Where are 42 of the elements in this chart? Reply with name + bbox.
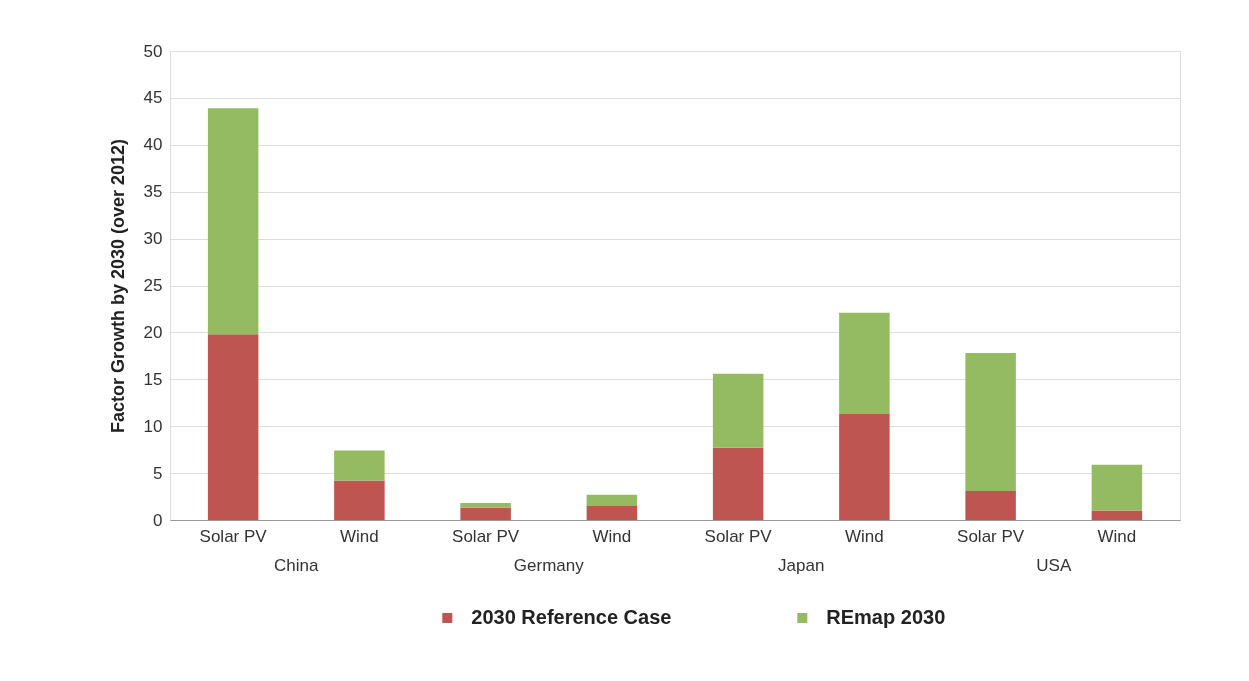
bar bbox=[712, 447, 764, 520]
bar bbox=[712, 373, 764, 448]
y-tick-label: 5 bbox=[153, 463, 163, 483]
y-tick-label: 50 bbox=[143, 41, 163, 61]
x-tick-label: Solar PV bbox=[452, 526, 520, 546]
bar bbox=[1091, 464, 1143, 511]
text: USA bbox=[1036, 556, 1072, 575]
bar bbox=[965, 353, 1016, 491]
text: Germany bbox=[513, 556, 585, 575]
y-tick-label: 20 bbox=[143, 322, 163, 342]
y-tick-label: 40 bbox=[143, 135, 163, 155]
bar bbox=[965, 490, 1016, 520]
y-axis-title: Factor Growth by 2030 (over 2012) bbox=[107, 138, 128, 434]
y-tick-label: 25 bbox=[143, 276, 163, 295]
y-tick-label: 0 bbox=[153, 510, 163, 530]
x-tick-label: Wind bbox=[1097, 526, 1137, 546]
x-tick-label: Solar PV bbox=[199, 526, 268, 546]
text: Japan bbox=[778, 556, 825, 575]
y-tick-label: 10 bbox=[143, 416, 163, 436]
bar bbox=[334, 450, 385, 481]
x-tick-label: Wind bbox=[592, 526, 632, 546]
bar bbox=[207, 334, 259, 520]
x-tick-label: Solar PV bbox=[957, 526, 1025, 546]
x-tick-label: Solar PV bbox=[704, 526, 773, 546]
legend-label: 2030 Reference Case bbox=[471, 606, 672, 628]
bar bbox=[586, 494, 638, 506]
bar bbox=[839, 414, 890, 520]
y-tick-label: 30 bbox=[143, 229, 163, 249]
bar bbox=[460, 507, 511, 520]
bar bbox=[1091, 510, 1143, 520]
text: China bbox=[274, 556, 319, 575]
x-tick-label: Wind bbox=[845, 526, 884, 546]
y-tick-label: 15 bbox=[143, 369, 163, 389]
bar bbox=[460, 503, 511, 508]
bar bbox=[586, 505, 638, 520]
y-tick-label: 45 bbox=[143, 88, 163, 108]
bar bbox=[334, 480, 385, 520]
bar bbox=[839, 312, 890, 415]
bar bbox=[207, 108, 259, 335]
legend-label: REmap 2030 bbox=[826, 606, 946, 628]
x-tick-label: Wind bbox=[340, 526, 379, 546]
y-tick-label: 35 bbox=[143, 182, 163, 202]
